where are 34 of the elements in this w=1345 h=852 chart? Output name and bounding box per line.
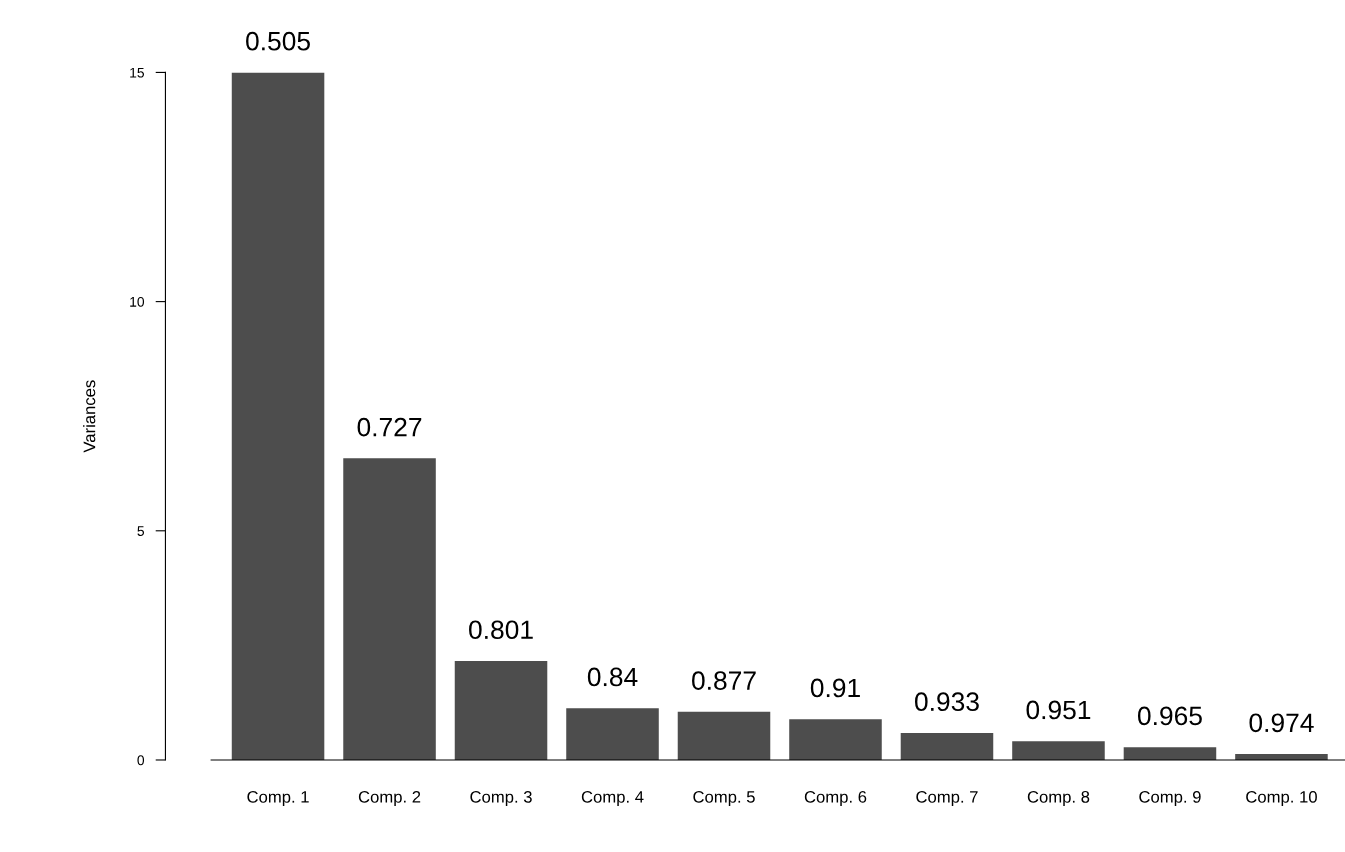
annotation: 0.91 [810,678,860,698]
y-tick-label: 0 [137,755,145,766]
y-tick-label: 5 [137,526,145,536]
x-tick-label: Comp. 7 [916,790,978,807]
y-tick-label: 10 [130,296,145,307]
x-tick-label: Comp. 9 [1139,790,1201,807]
x-tick-label: Comp. 8 [1027,790,1090,807]
x-tick-label: Comp. 1 [247,790,309,807]
x-tick-label: Comp. 2 [358,790,421,807]
annotation: 0.951 [1026,700,1091,720]
bar [677,711,771,760]
x-tick-label: Comp. 6 [804,790,867,807]
y-tick-label: 15 [130,67,145,78]
annotation: 0.974 [1249,713,1314,733]
bar [231,72,325,760]
annotation: 0.505 [246,31,310,51]
annotation: 0.965 [1137,706,1202,726]
x-tick-label: Comp. 5 [693,790,755,807]
y-axis-title: Variances [83,380,96,453]
x-tick-label: Comp. 10 [1246,790,1317,807]
x-tick-label: Comp. 3 [470,790,532,807]
bar [1012,741,1105,760]
annotation: 0.84 [587,667,638,687]
x-tick-label: Comp. 4 [581,790,644,807]
bar [1123,747,1217,760]
bar [900,732,994,760]
bar [566,708,659,760]
annotation: 0.877 [692,671,756,690]
bar [789,719,882,760]
bar [343,458,436,760]
annotation: 0.801 [469,620,533,640]
annotation: 0.727 [357,417,422,437]
annotation: 0.933 [915,692,979,712]
bar [454,660,548,760]
